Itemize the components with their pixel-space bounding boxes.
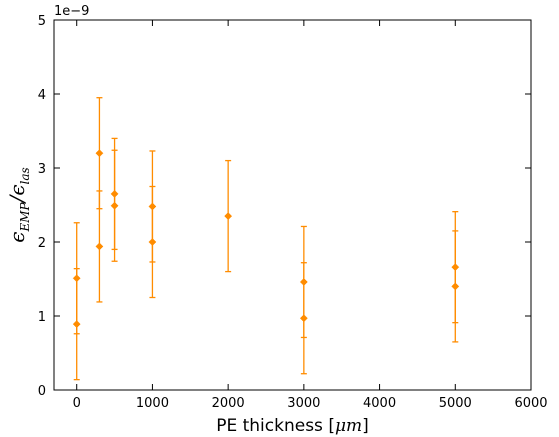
data-point xyxy=(110,201,119,210)
y-axis-label-text: ϵEMP/ϵlas xyxy=(5,167,32,242)
x-tick-label: 6000 xyxy=(514,396,547,411)
y-tick-label: 1 xyxy=(38,310,46,325)
data-point xyxy=(451,282,460,291)
data-point xyxy=(95,242,104,251)
y-offset-label: 1e−9 xyxy=(54,4,89,19)
x-axis-label-unit: μm xyxy=(335,416,362,436)
y-label-denominator: ϵ xyxy=(5,184,29,195)
data-point xyxy=(148,238,157,246)
data-point xyxy=(95,149,104,158)
y-label-denominator-sub: las xyxy=(18,167,32,184)
plot-frame xyxy=(53,19,532,391)
y-label-numerator-sub: EMP xyxy=(18,201,32,232)
x-tick-label: 1000 xyxy=(136,396,169,411)
x-tick-label: 5000 xyxy=(439,396,472,411)
x-tick-label: 0 xyxy=(73,396,81,411)
data-point xyxy=(224,212,233,221)
y-label-numerator: ϵ xyxy=(5,232,29,243)
y-tick-label: 4 xyxy=(38,88,46,103)
y-tick-label: 0 xyxy=(38,384,46,399)
y-tick-label: 3 xyxy=(38,162,46,177)
ticks-layer: 0 1000 2000 3000 4000 5000 6000 0 1 2 3 4 5 xyxy=(38,14,548,411)
data-point xyxy=(299,314,308,323)
y-axis-label: ϵEMP/ϵlas xyxy=(5,167,32,242)
x-axis-label-suffix: ] xyxy=(362,416,369,436)
y-tick-label: 5 xyxy=(38,14,46,29)
x-tick-label: 4000 xyxy=(363,396,396,411)
y-label-slash: / xyxy=(5,193,29,204)
x-tick-label: 2000 xyxy=(212,396,245,411)
y-tick-label: 2 xyxy=(38,236,46,251)
x-tick-label: 3000 xyxy=(287,396,320,411)
x-axis-label: PE thickness [μm] xyxy=(216,416,369,436)
data-point xyxy=(72,320,81,329)
x-axis-label-prefix: PE thickness [ xyxy=(216,416,335,436)
data-marks-layer xyxy=(72,97,460,381)
